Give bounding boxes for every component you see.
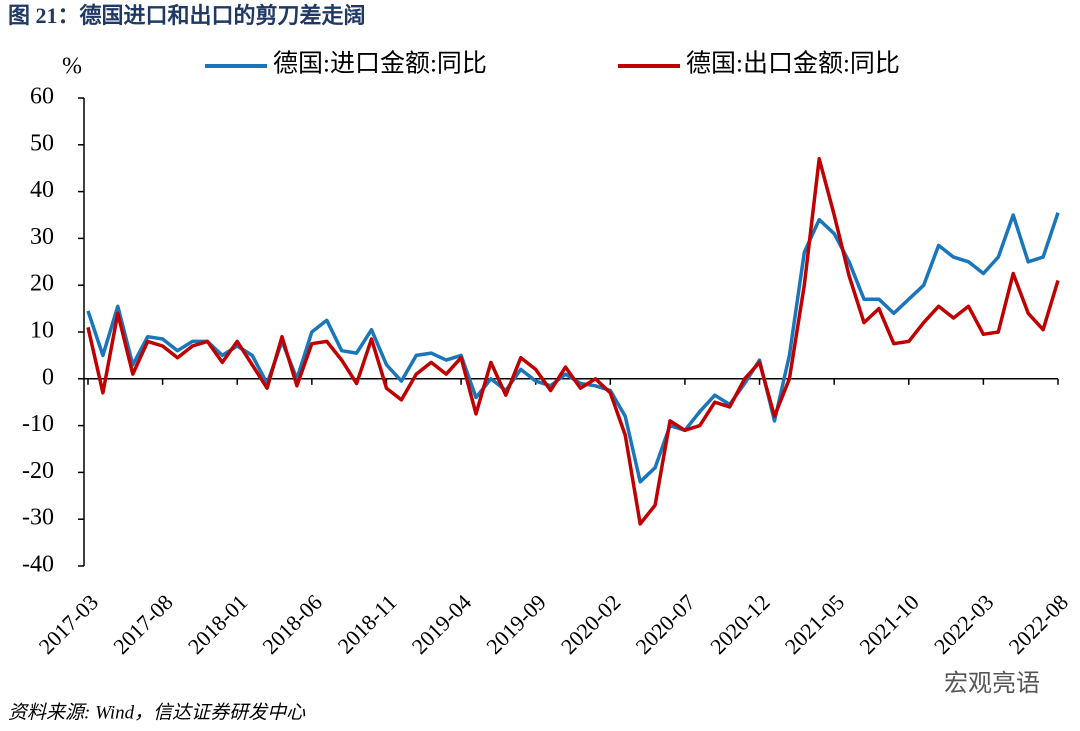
y-tick-label: 60 bbox=[30, 84, 54, 110]
y-tick-label: 40 bbox=[30, 177, 54, 203]
legend-label: 德国:进口金额:同比 bbox=[273, 50, 487, 78]
x-tick-label: 2022-03 bbox=[929, 589, 999, 659]
x-tick-label: 2018-11 bbox=[333, 589, 402, 658]
x-tick-label: 2020-12 bbox=[705, 589, 775, 659]
y-tick-label: 10 bbox=[30, 318, 54, 344]
x-tick-label: 2018-06 bbox=[257, 589, 327, 659]
x-tick-label: 2018-01 bbox=[183, 589, 253, 659]
x-tick-label: 2021-05 bbox=[780, 589, 850, 659]
x-tick-label: 2017-08 bbox=[108, 589, 178, 659]
y-tick-label: -40 bbox=[22, 552, 54, 578]
source-note: 资料来源: Wind，信达证券研发中心 bbox=[8, 701, 306, 723]
watermark: 宏观亮语 bbox=[944, 669, 1040, 697]
y-tick-label: 20 bbox=[30, 271, 54, 297]
y-tick-label: -10 bbox=[22, 411, 54, 437]
y-tick-label: 50 bbox=[30, 130, 54, 156]
x-tick-label: 2017-03 bbox=[34, 589, 104, 659]
x-tick-label: 2020-02 bbox=[556, 589, 626, 659]
y-tick-label: 0 bbox=[42, 364, 54, 390]
x-tick-label: 2021-10 bbox=[854, 589, 924, 659]
y-tick-label: -20 bbox=[22, 458, 54, 484]
x-tick-label: 2020-07 bbox=[630, 589, 700, 659]
chart-title: 图 21：德国进口和出口的剪刀差走阔 bbox=[8, 3, 366, 28]
x-tick-label: 2019-09 bbox=[481, 589, 551, 659]
y-axis-label: % bbox=[62, 54, 82, 80]
y-tick-label: -30 bbox=[22, 505, 54, 531]
x-tick-label: 2019-04 bbox=[407, 589, 477, 659]
y-tick-label: 30 bbox=[30, 224, 54, 250]
legend-label: 德国:出口金额:同比 bbox=[686, 50, 900, 78]
x-tick-label: 2022-08 bbox=[1004, 589, 1074, 659]
series-line bbox=[86, 157, 1060, 526]
